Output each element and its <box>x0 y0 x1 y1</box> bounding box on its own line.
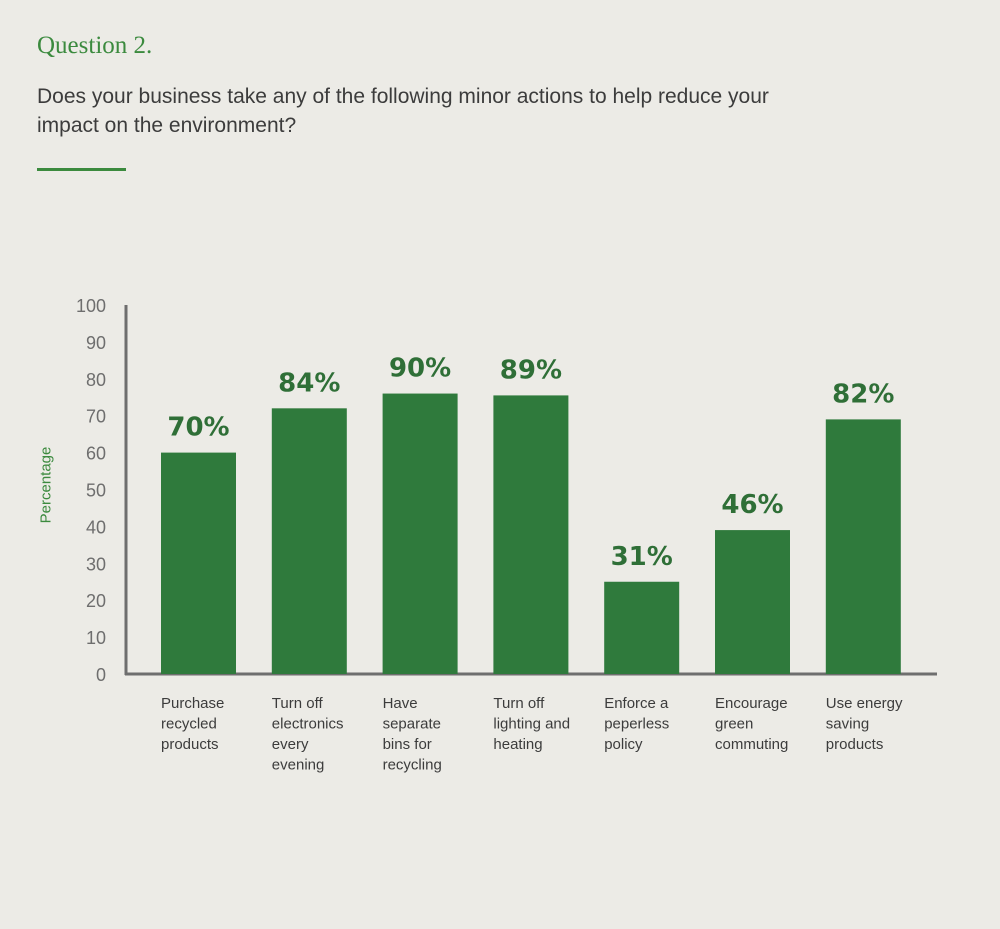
data-label: 31% <box>611 542 673 572</box>
y-tick-label: 100 <box>76 296 106 316</box>
bar <box>382 393 458 674</box>
data-label: 90% <box>389 354 451 384</box>
bar <box>161 452 236 674</box>
y-tick-label: 30 <box>86 554 106 574</box>
bar <box>715 530 790 674</box>
x-category-label: Turn off electronics every evening <box>272 695 344 774</box>
x-category-label: Encourage green commuting <box>715 695 788 753</box>
y-tick-label: 70 <box>86 407 106 427</box>
data-label: 89% <box>500 355 562 385</box>
y-tick-label: 20 <box>86 591 106 611</box>
x-category-label: Turn off lighting and heating <box>493 695 570 753</box>
bar <box>271 408 347 674</box>
y-tick-label: 10 <box>86 628 106 648</box>
y-tick-label: 50 <box>86 481 106 501</box>
x-category-label: Enforce a peperless policy <box>604 695 669 753</box>
x-category-label: Purchase recycled products <box>161 695 224 753</box>
y-tick-label: 90 <box>86 333 106 353</box>
question-text: Does your business take any of the follo… <box>37 85 769 137</box>
data-label: 46% <box>721 490 783 520</box>
bar <box>493 395 569 674</box>
data-label: 82% <box>832 379 894 409</box>
y-tick-label: 40 <box>86 517 106 537</box>
data-label: 70% <box>167 413 229 443</box>
y-tick-label: 80 <box>86 370 106 390</box>
title-underline <box>37 168 126 171</box>
question-number: Question 2. <box>37 32 153 59</box>
y-tick-label: 0 <box>96 665 106 685</box>
x-category-label: Have separate bins for recycling <box>383 695 442 774</box>
y-tick-label: 60 <box>86 444 106 464</box>
bar <box>825 419 901 674</box>
x-category-label: Use energy saving products <box>826 695 903 753</box>
data-label: 84% <box>278 368 340 398</box>
bar <box>604 581 680 674</box>
